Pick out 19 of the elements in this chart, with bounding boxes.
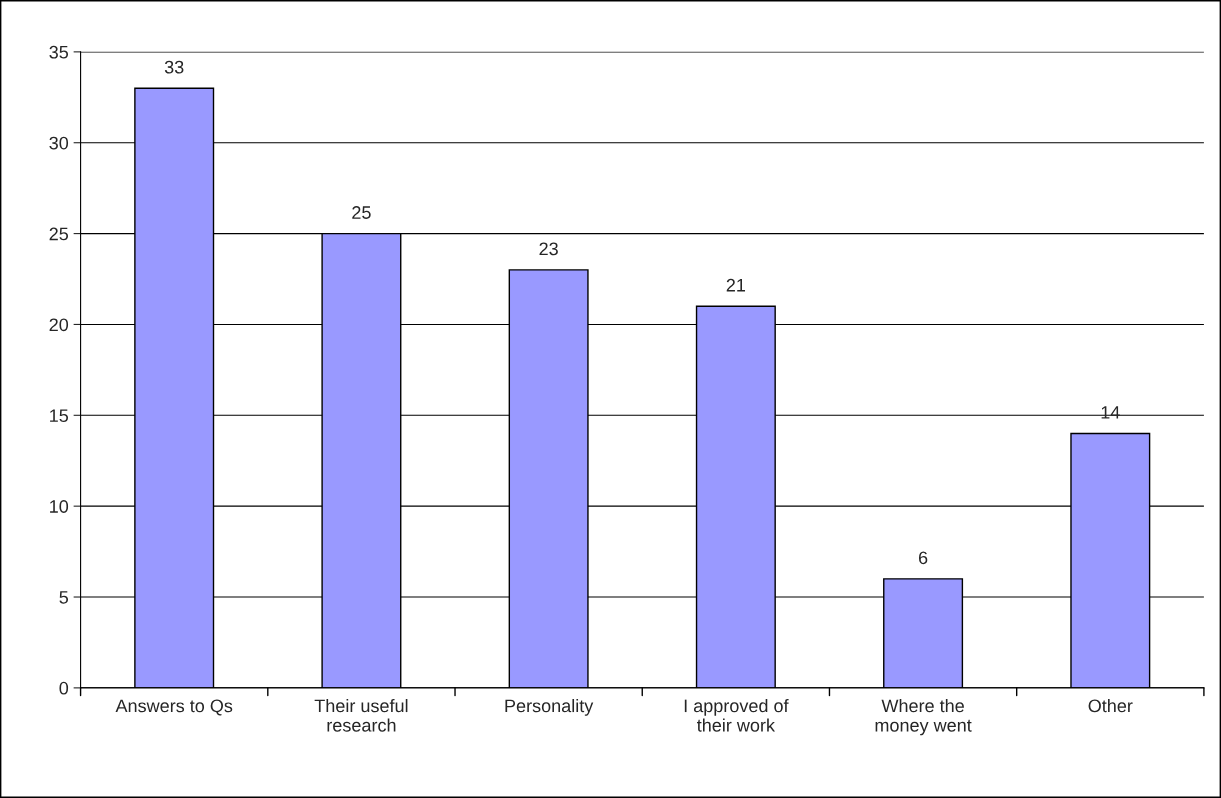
- data-label: 21: [726, 278, 746, 292]
- x-tick-label: I approved of their work: [684, 698, 789, 732]
- x-tick-label: Answers to Qs: [115, 699, 233, 716]
- y-tick-label: 5: [59, 591, 69, 604]
- y-tick-label: 35: [49, 45, 69, 59]
- data-label: 25: [352, 206, 371, 219]
- y-tick-label: 15: [50, 409, 69, 423]
- data-label: 23: [539, 242, 558, 256]
- y-tick-label: 30: [49, 136, 69, 150]
- data-label: 33: [164, 60, 184, 74]
- x-tick-label: Where the money went: [875, 698, 972, 736]
- y-tick-label: 0: [59, 681, 69, 695]
- x-tick-label: Other: [1088, 698, 1133, 713]
- x-tick-label: Personality: [505, 698, 594, 716]
- x-tick-label: Their useful research: [314, 698, 408, 732]
- y-tick-label: 20: [49, 318, 69, 332]
- y-tick-label: 10: [50, 500, 69, 513]
- y-tick-label: 25: [49, 227, 69, 241]
- data-label: 6: [918, 551, 928, 565]
